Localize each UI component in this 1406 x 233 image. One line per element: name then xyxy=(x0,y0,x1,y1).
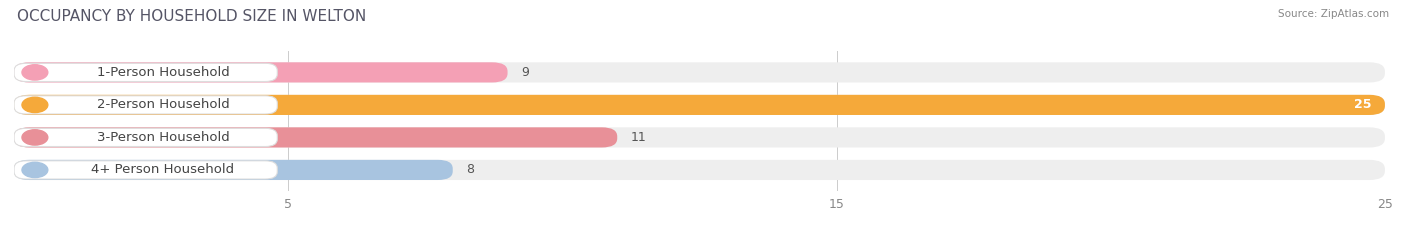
Text: Source: ZipAtlas.com: Source: ZipAtlas.com xyxy=(1278,9,1389,19)
FancyBboxPatch shape xyxy=(14,160,453,180)
FancyBboxPatch shape xyxy=(14,161,277,179)
Text: 4+ Person Household: 4+ Person Household xyxy=(91,163,235,176)
Circle shape xyxy=(22,162,48,178)
Circle shape xyxy=(22,97,48,113)
FancyBboxPatch shape xyxy=(14,127,617,147)
FancyBboxPatch shape xyxy=(14,96,277,114)
FancyBboxPatch shape xyxy=(14,62,1385,82)
Text: 3-Person Household: 3-Person Household xyxy=(97,131,229,144)
Text: 9: 9 xyxy=(522,66,529,79)
Text: 25: 25 xyxy=(1354,98,1371,111)
FancyBboxPatch shape xyxy=(14,128,277,147)
Text: OCCUPANCY BY HOUSEHOLD SIZE IN WELTON: OCCUPANCY BY HOUSEHOLD SIZE IN WELTON xyxy=(17,9,366,24)
FancyBboxPatch shape xyxy=(14,62,508,82)
Text: 1-Person Household: 1-Person Household xyxy=(97,66,229,79)
FancyBboxPatch shape xyxy=(14,127,1385,147)
Circle shape xyxy=(22,65,48,80)
FancyBboxPatch shape xyxy=(14,95,1385,115)
FancyBboxPatch shape xyxy=(14,160,1385,180)
Text: 2-Person Household: 2-Person Household xyxy=(97,98,229,111)
Text: 8: 8 xyxy=(467,163,474,176)
Circle shape xyxy=(22,130,48,145)
FancyBboxPatch shape xyxy=(14,63,277,82)
Text: 11: 11 xyxy=(631,131,647,144)
FancyBboxPatch shape xyxy=(14,95,1385,115)
